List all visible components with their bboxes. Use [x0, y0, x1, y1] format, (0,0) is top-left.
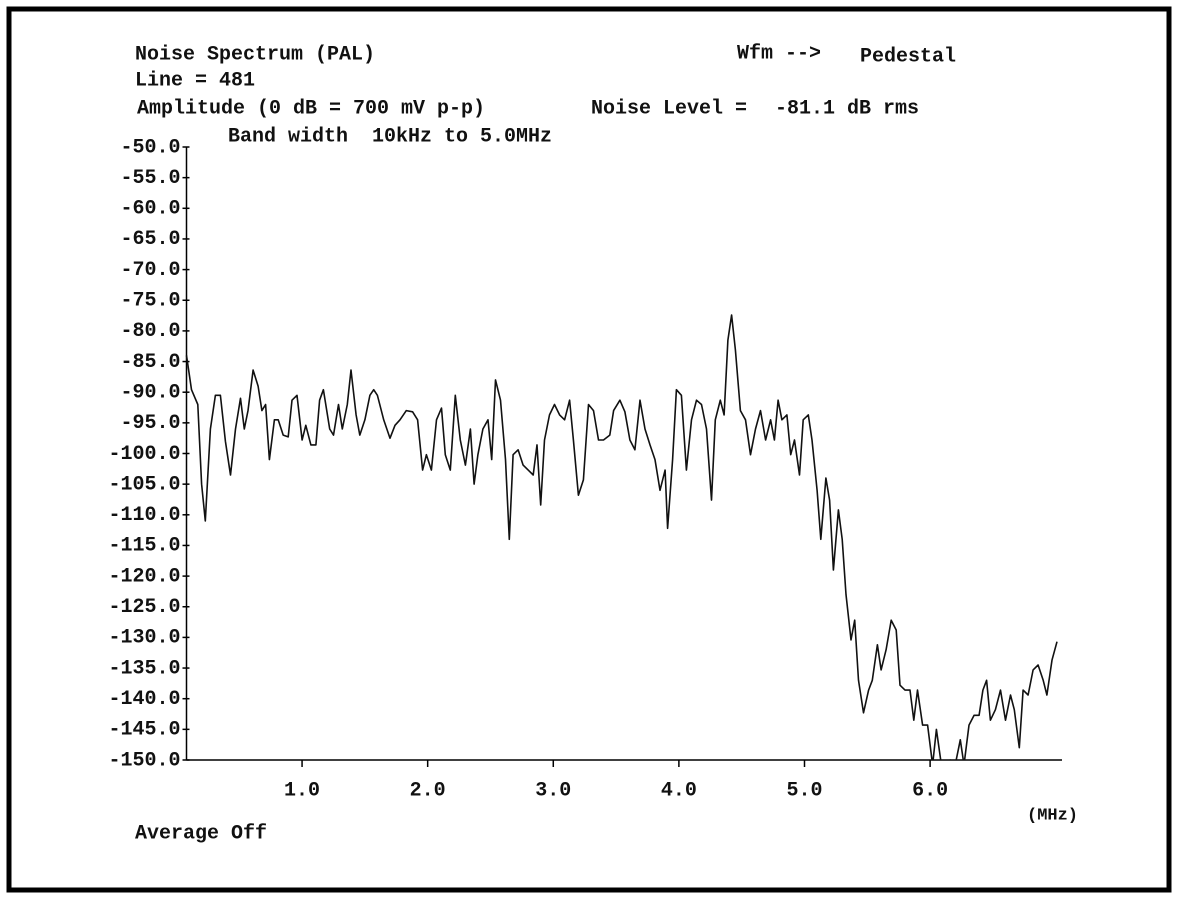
- y-tick-label: -70.0: [120, 259, 180, 282]
- wfm-label: Wfm -->: [737, 42, 821, 65]
- noise-level-value: -81.1 dB rms: [775, 97, 919, 120]
- amplitude-note: Amplitude (0 dB = 700 mV p-p): [137, 97, 485, 120]
- y-tick-label: -100.0: [108, 443, 180, 466]
- y-tick-label: -80.0: [120, 320, 180, 343]
- y-tick-label: -95.0: [120, 412, 180, 435]
- y-tick-label: -125.0: [108, 596, 180, 619]
- y-tick-label: -85.0: [120, 351, 180, 374]
- x-tick-label: 1.0: [284, 779, 320, 802]
- y-tick-label: -90.0: [120, 381, 180, 404]
- x-tick-label: 5.0: [786, 779, 822, 802]
- y-tick-label: -135.0: [108, 657, 180, 680]
- average-note: Average Off: [135, 822, 267, 845]
- noise-level-label: Noise Level =: [591, 97, 747, 120]
- spectrum-line: [185, 314, 1058, 760]
- frame: [6, 6, 1172, 893]
- x-tick-label: 6.0: [912, 779, 948, 802]
- y-tick-label: -120.0: [108, 565, 180, 588]
- y-tick-label: -55.0: [120, 167, 180, 190]
- chart-title: Noise Spectrum (PAL): [135, 43, 375, 66]
- x-tick-label: 3.0: [535, 779, 571, 802]
- y-tick-label: -65.0: [120, 228, 180, 251]
- y-tick-label: -150.0: [108, 749, 180, 772]
- y-tick-label: -140.0: [108, 688, 180, 711]
- x-axis-label: (MHz): [1027, 806, 1078, 825]
- x-tick-label: 2.0: [410, 779, 446, 802]
- y-tick-label: -105.0: [108, 473, 180, 496]
- y-tick-label: -145.0: [108, 719, 180, 742]
- x-tick-label: 4.0: [661, 779, 697, 802]
- y-tick-label: -115.0: [108, 535, 180, 558]
- y-tick-label: -50.0: [120, 136, 180, 159]
- y-tick-label: -110.0: [108, 504, 180, 527]
- y-tick-label: -130.0: [108, 627, 180, 650]
- y-tick-label: -75.0: [120, 290, 180, 313]
- y-tick-label: -60.0: [120, 198, 180, 221]
- bandwidth-note: Band width 10kHz to 5.0MHz: [228, 125, 552, 148]
- line-number: Line = 481: [135, 69, 255, 92]
- wfm-value: Pedestal: [860, 45, 956, 68]
